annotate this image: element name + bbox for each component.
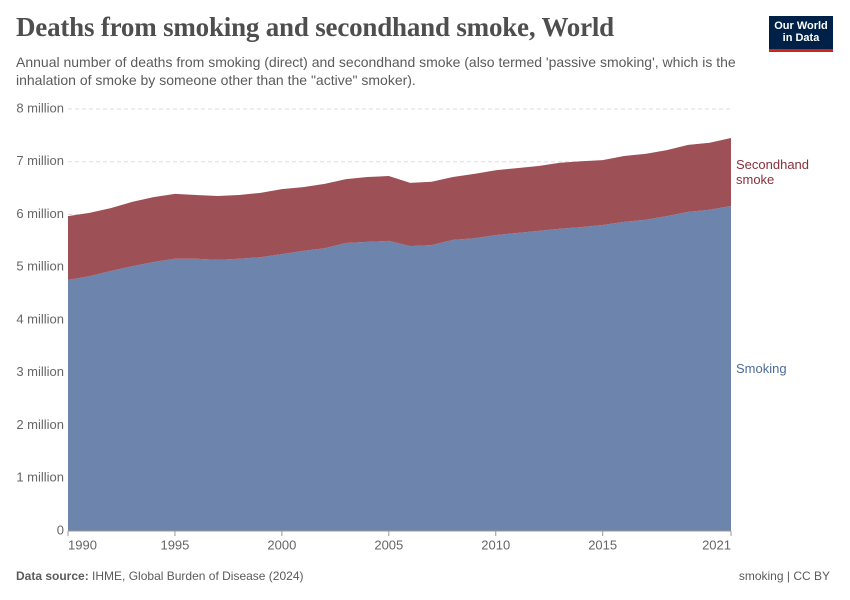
source[interactable]: IHME, Global Burden of Disease (2024): [92, 569, 304, 583]
chart-title: Deaths from smoking and secondhand smoke…: [16, 12, 614, 42]
y-tick-label: 0: [57, 522, 64, 537]
y-tick-label: 4 million: [16, 311, 64, 326]
x-tick-label: 1995: [160, 537, 189, 552]
y-tick-label: 6 million: [16, 206, 64, 221]
y-tick-label: 3 million: [16, 364, 64, 379]
x-tick-label: 2015: [588, 537, 617, 552]
x-tick-label: 1990: [68, 537, 97, 552]
legend-label[interactable]: Secondhand smoke: [736, 157, 810, 188]
footer-source: Data source: IHME, Global Burden of Dise…: [16, 569, 303, 583]
area: [68, 206, 731, 531]
license[interactable]: smoking | CC BY: [738, 569, 830, 583]
area: [68, 138, 731, 280]
logo[interactable]: Our World in Data: [769, 16, 833, 52]
y-tick-label: 8 million: [16, 100, 64, 115]
x-tick-label: 2000: [267, 537, 296, 552]
legend-label[interactable]: Smoking: [736, 361, 787, 377]
chart-subtitle: Annual number of deaths from smoking (di…: [16, 54, 736, 88]
x-tick-label: 2010: [481, 537, 510, 552]
y-tick-label: 7 million: [16, 153, 64, 168]
source-label: Data source:: [16, 569, 89, 583]
x-tick-label: 2021: [702, 537, 731, 552]
y-tick-label: 1 million: [16, 470, 64, 485]
x-tick-label: 2005: [374, 537, 403, 552]
y-tick-label: 2 million: [16, 417, 64, 432]
y-tick-label: 5 million: [16, 259, 64, 274]
